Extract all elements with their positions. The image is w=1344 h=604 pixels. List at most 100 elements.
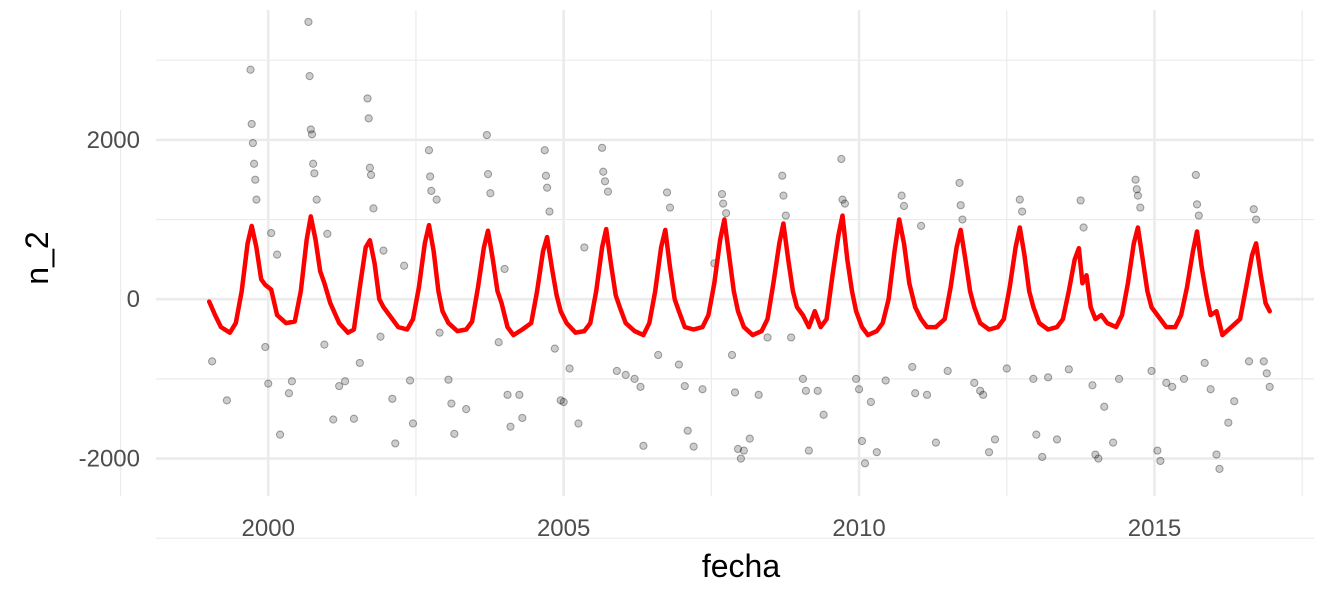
- data-point: [1191, 170, 1200, 180]
- data-point: [908, 362, 917, 372]
- data-point: [801, 386, 810, 395]
- data-point: [911, 389, 920, 398]
- data-point: [781, 211, 790, 220]
- data-point: [1200, 358, 1209, 368]
- data-point: [1147, 366, 1156, 376]
- data-point: [405, 376, 415, 385]
- data-point: [556, 396, 565, 405]
- data-point: [1153, 446, 1162, 455]
- data-point: [860, 459, 870, 468]
- data-point: [541, 171, 551, 180]
- x-tick-label: 2010: [832, 515, 885, 542]
- data-point: [323, 229, 332, 238]
- data-point: [1018, 207, 1027, 216]
- data-point: [246, 65, 255, 74]
- data-point: [899, 201, 909, 211]
- data-point: [1133, 191, 1143, 200]
- data-point: [1131, 175, 1140, 184]
- data-point: [1259, 357, 1268, 366]
- data-point: [866, 397, 875, 407]
- x-tick-label: 2015: [1128, 515, 1181, 542]
- data-point: [450, 429, 459, 438]
- data-point: [603, 187, 613, 196]
- data-point: [249, 159, 259, 168]
- data-point: [733, 444, 743, 454]
- data-point: [462, 405, 471, 414]
- data-point: [639, 441, 648, 450]
- data-point: [494, 338, 503, 347]
- data-point: [307, 130, 317, 139]
- y-tick-label: 0: [127, 286, 140, 313]
- data-point: [763, 333, 772, 342]
- data-point: [261, 342, 270, 352]
- data-point: [1156, 456, 1165, 466]
- data-point: [719, 199, 728, 208]
- data-point: [854, 385, 864, 394]
- data-point: [208, 357, 217, 366]
- data-point: [400, 261, 409, 270]
- data-point: [778, 171, 787, 180]
- data-point: [779, 191, 788, 200]
- data-point: [550, 344, 559, 353]
- data-point: [597, 143, 607, 152]
- data-point: [349, 414, 359, 423]
- data-point: [722, 209, 731, 218]
- data-point: [857, 436, 867, 446]
- x-axis-title: fecha: [702, 548, 780, 584]
- data-point: [717, 189, 727, 199]
- data-point: [612, 366, 621, 376]
- data-point: [340, 377, 350, 386]
- data-point: [545, 207, 554, 216]
- data-point: [559, 397, 568, 407]
- data-point: [1179, 374, 1189, 383]
- scatter-points: [208, 17, 1274, 474]
- data-point: [248, 138, 257, 148]
- data-point: [787, 333, 796, 342]
- tick-labels: 2000 2005 2010 2015 -2000 0 2000: [79, 127, 1182, 542]
- data-point: [1064, 365, 1073, 374]
- data-point: [540, 146, 549, 155]
- data-point: [304, 17, 313, 27]
- data-point: [1132, 185, 1141, 194]
- data-point: [754, 390, 763, 399]
- data-point: [636, 382, 645, 391]
- data-point: [984, 448, 994, 457]
- data-point: [680, 381, 689, 391]
- data-point: [897, 191, 906, 200]
- data-point: [630, 374, 639, 383]
- data-point: [838, 195, 847, 204]
- data-point: [990, 435, 1000, 444]
- data-point: [730, 388, 740, 397]
- data-point: [305, 72, 314, 81]
- data-point: [486, 189, 495, 198]
- data-point: [1114, 374, 1124, 383]
- data-point: [837, 154, 846, 164]
- data-point: [379, 246, 388, 255]
- data-point: [543, 183, 552, 192]
- data-point: [683, 426, 692, 435]
- data-point: [1206, 385, 1215, 394]
- data-point: [482, 130, 491, 140]
- data-point: [500, 264, 509, 274]
- data-point: [222, 396, 231, 405]
- data-point: [852, 374, 861, 383]
- data-point: [447, 399, 456, 408]
- data-point: [503, 390, 512, 399]
- y-tick-label: 2000: [87, 127, 140, 154]
- data-point: [435, 328, 444, 337]
- data-point: [424, 146, 434, 155]
- data-point: [662, 188, 672, 197]
- data-point: [427, 186, 436, 195]
- data-point: [1194, 211, 1203, 220]
- data-point: [674, 360, 683, 369]
- data-point: [287, 377, 296, 386]
- data-point: [813, 386, 822, 395]
- data-point: [388, 394, 397, 403]
- data-point: [922, 390, 932, 399]
- data-point: [1038, 452, 1047, 462]
- data-point: [1076, 196, 1085, 205]
- data-point: [365, 163, 374, 172]
- data-point: [273, 250, 282, 259]
